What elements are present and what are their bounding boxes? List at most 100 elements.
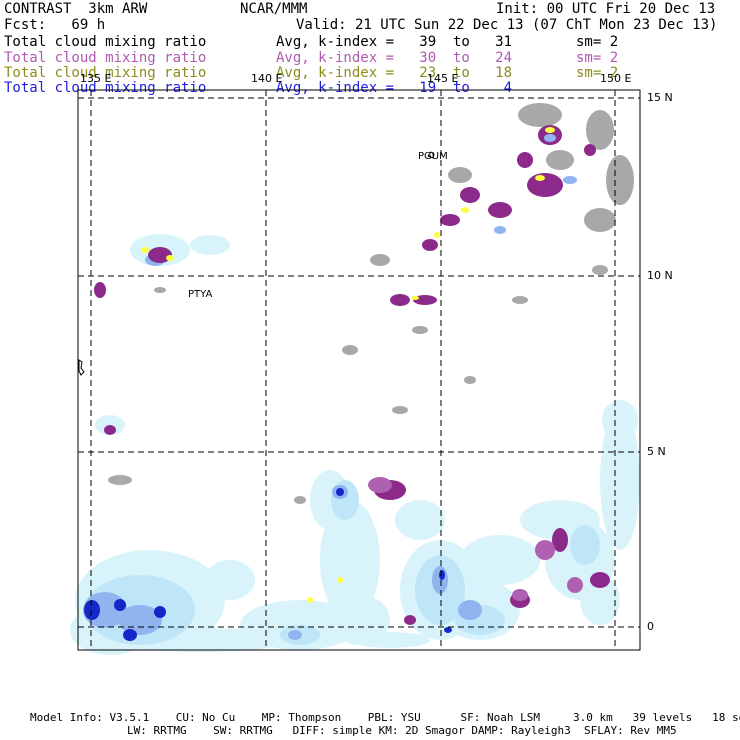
cloud-patch: [546, 150, 574, 170]
cloud-patch: [460, 535, 540, 585]
cloud-patch: [570, 525, 600, 565]
cloud-patch: [517, 152, 533, 168]
cloud-patch: [440, 214, 460, 226]
cloud-patch: [600, 410, 640, 550]
cloud-patch: [552, 528, 568, 552]
cloud-patch: [584, 144, 596, 156]
station-label-guam: PGUM: [418, 151, 448, 162]
cloud-patch: [370, 254, 390, 266]
cloud-patch: [368, 477, 392, 493]
init-time: Init: 00 UTC Fri 20 Dec 13: [496, 1, 716, 17]
cloud-patch: [432, 566, 448, 594]
cloud-patch: [336, 488, 344, 496]
cloud-patch: [123, 629, 137, 641]
lon-label: 150 E: [600, 72, 632, 85]
lat-label: 0: [647, 620, 654, 633]
cloud-patch: [535, 175, 545, 181]
cloud-fields: [70, 103, 640, 655]
cloud-patch: [512, 296, 528, 304]
field-name: Total cloud mixing ratio: [4, 34, 207, 50]
field-stat: Avg, k-index = 39 to 31: [276, 34, 513, 50]
cloud-patch: [606, 155, 634, 205]
model-title: CONTRAST 3km ARW: [4, 1, 148, 17]
cloud-patch: [586, 110, 614, 150]
lon-label: 145 E: [427, 72, 459, 85]
cloud-patch: [154, 606, 166, 618]
cloud-patch: [307, 597, 313, 603]
cloud-patch: [567, 577, 583, 593]
cloud-patch: [458, 600, 482, 620]
model-info-line1: Model Info: V3.5.1 CU: No Cu MP: Thompso…: [30, 711, 740, 724]
cloud-patch: [320, 500, 380, 620]
cloud-patch: [330, 595, 390, 645]
cloud-patch: [148, 247, 172, 263]
cloud-patch: [545, 127, 555, 133]
cloud-patch: [527, 173, 563, 197]
cloud-patch: [94, 282, 106, 298]
cloud-patch: [518, 103, 562, 127]
cloud-patch: [114, 599, 126, 611]
cloud-patch: [535, 540, 555, 560]
cloud-patch: [404, 615, 416, 625]
cloud-patch: [422, 239, 438, 251]
cloud-patch: [166, 255, 174, 261]
cloud-patch: [390, 294, 410, 306]
cloud-patch: [190, 235, 230, 255]
cloud-patch: [84, 600, 100, 620]
lat-label: 10 N: [647, 269, 673, 282]
cloud-patch: [580, 575, 620, 625]
cloud-patch: [411, 296, 419, 300]
cloud-patch: [413, 295, 437, 305]
field-name: Total cloud mixing ratio: [4, 65, 207, 81]
valid-time: Valid: 21 UTC Sun 22 Dec 13 (07 ChT Mon …: [296, 17, 718, 33]
cloud-patch: [288, 630, 302, 640]
field-sm: sm= 2: [576, 65, 619, 81]
center-name: NCAR/MMM: [240, 1, 308, 17]
cloud-patch: [439, 570, 445, 580]
cloud-patch: [563, 176, 577, 184]
cloud-patch: [350, 632, 430, 648]
lat-lon-grid: [78, 90, 640, 650]
cloud-patch: [460, 187, 480, 203]
field-stat: Avg, k-index = 23 to 18: [276, 65, 513, 81]
palau-coastline: [78, 359, 85, 376]
field-sm: sm= 2: [576, 34, 619, 50]
cloud-patch: [141, 247, 149, 253]
lon-label: 140 E: [251, 72, 283, 85]
cloud-patch: [294, 496, 306, 504]
cloud-patch: [154, 287, 166, 293]
model-info-line2: LW: RRTMG SW: RRTMG DIFF: simple KM: 2D …: [127, 724, 677, 737]
cloud-patch: [434, 232, 440, 238]
cloud-patch: [392, 406, 408, 414]
lon-label: 135 E: [80, 72, 112, 85]
cloud-patch: [602, 400, 638, 440]
cloud-patch: [337, 577, 343, 583]
field-stat: Avg, k-index = 19 to 4: [276, 80, 513, 96]
cloud-patch: [444, 627, 452, 633]
cloud-patch: [488, 202, 512, 218]
cloud-patch: [512, 589, 528, 601]
station-label-yap: PTYA: [188, 289, 213, 300]
cloud-patch: [395, 500, 445, 540]
cloud-patch: [448, 167, 472, 183]
cloud-patch: [494, 226, 506, 234]
field-sm: sm= 2: [576, 50, 619, 66]
cloud-patch: [342, 345, 358, 355]
field-stat: Avg, k-index = 30 to 24: [276, 50, 513, 66]
field-name: Total cloud mixing ratio: [4, 50, 207, 66]
cloud-patch: [331, 480, 359, 520]
cloud-patch: [461, 207, 469, 213]
cloud-patch: [584, 208, 616, 232]
cloud-patch: [104, 425, 116, 435]
guam-coastline: [427, 151, 435, 159]
cloud-patch: [205, 560, 255, 600]
lat-label: 5 N: [647, 445, 666, 458]
map-frame: [77, 89, 641, 651]
lat-label: 15 N: [647, 91, 673, 104]
cloud-patch: [592, 265, 608, 275]
cloud-patch: [590, 572, 610, 588]
cloud-patch: [544, 134, 556, 142]
cloud-patch: [108, 475, 132, 485]
cloud-patch: [464, 376, 476, 384]
